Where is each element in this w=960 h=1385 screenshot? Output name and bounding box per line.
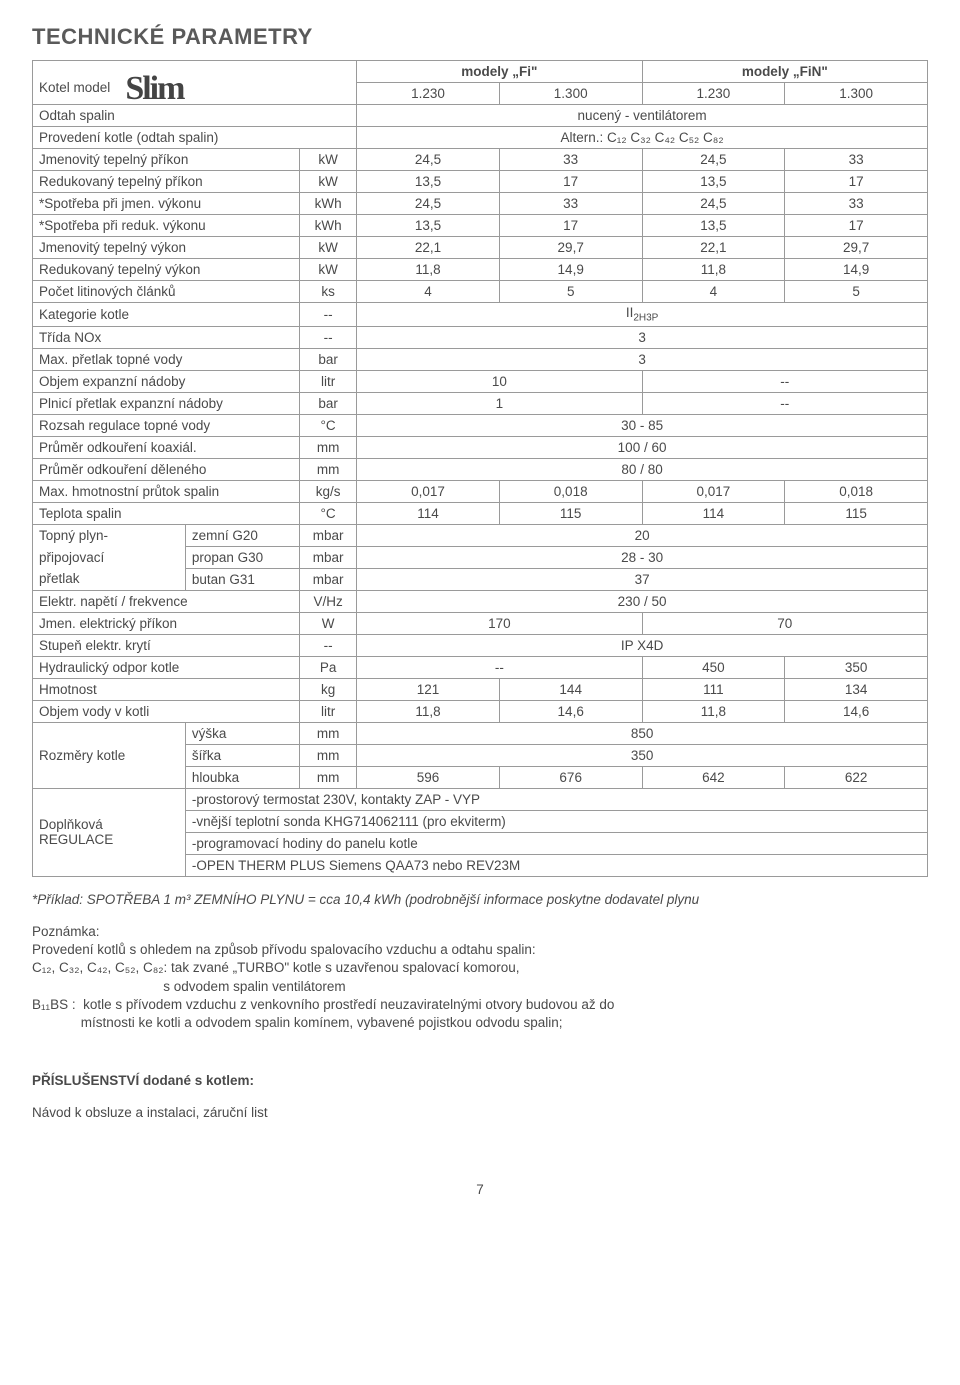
note-line: C₁₂, C₃₂, C₄₂, C₅₂, C₈₂: tak zvané „TURB… [32,959,928,977]
table-row: Teplota spalin°C114115114115 [33,502,928,524]
note-block: Poznámka: Provedení kotlů s ohledem na z… [32,923,928,1032]
table-row: připojovací propan G30 mbar 28 - 30 [33,546,928,568]
table-row: Jmenovitý tepelný výkonkW22,129,722,129,… [33,237,928,259]
header-model-3: 1.300 [785,83,928,105]
page-number: 7 [32,1182,928,1197]
table-row: Hmotnostkg121144111134 [33,678,928,700]
table-row: přetlak butan G31 mbar 37 [33,568,928,590]
table-row: Rozsah regulace topné vody°C30 - 85 [33,414,928,436]
table-row: Kategorie kotle -- II2H3P [33,303,928,327]
brand-logo: Slim [125,75,183,102]
table-row: *Spotřeba při jmen. výkonukWh24,53324,53… [33,193,928,215]
appendix-title: PŘÍSLUŠENSTVÍ dodané s kotlem: [32,1073,254,1088]
table-row: Redukovaný tepelný výkonkW11,814,911,814… [33,259,928,281]
note-line: s odvodem spalin ventilátorem [32,978,928,996]
table-row: Elektr. napětí / frekvence V/Hz 230 / 50 [33,590,928,612]
table-row: hloubka mm 596 676 642 622 [33,766,928,788]
header-model-1: 1.300 [499,83,642,105]
table-row: Jmenovitý tepelný příkonkW24,53324,533 [33,149,928,171]
appendix-line: Návod k obsluze a instalaci, záruční lis… [32,1104,928,1122]
note-title: Poznámka: [32,923,928,941]
table-row: Jmen. elektrický příkon W 170 70 [33,612,928,634]
table-row: Redukovaný tepelný příkonkW13,51713,517 [33,171,928,193]
table-row: *Spotřeba při reduk. výkonukWh13,51713,5… [33,215,928,237]
page-title: TECHNICKÉ PARAMETRY [32,24,928,50]
appendix-block: PŘÍSLUŠENSTVÍ dodané s kotlem: Návod k o… [32,1072,928,1122]
table-row: Průměr odkouření dělenéhomm80 / 80 [33,458,928,480]
table-row: Počet litinových článkůks4545 [33,281,928,303]
table-row: Třída NOx -- 3 [33,326,928,348]
table-row: Plnicí přetlak expanzní nádoby bar 1 -- [33,392,928,414]
table-row: Doplňková REGULACE -prostorový termostat… [33,788,928,810]
table-row: Průměr odkouření koaxiál.mm100 / 60 [33,436,928,458]
table-row: Max. hmotnostní průtok spalinkg/s0,0170,… [33,480,928,502]
header-model-0: 1.230 [357,83,500,105]
spec-table: Kotel model Slim modely „Fi" modely „FiN… [32,60,928,877]
footnote: *Příklad: SPOTŘEBA 1 m³ ZEMNÍHO PLYNU = … [32,891,928,909]
table-row: Stupeň elektr. krytí -- IP X4D [33,634,928,656]
brand-label: Kotel model [39,80,110,95]
table-row: Hydraulický odpor kotle Pa -- 450 350 [33,656,928,678]
table-row: výška mm 850 [33,722,928,744]
note-line: Provedení kotlů s ohledem na způsob přív… [32,941,928,959]
table-row: Objem expanzní nádoby litr 10 -- [33,370,928,392]
table-row: Objem vody v kotlilitr11,814,611,814,6 [33,700,928,722]
table-row: Topný plyn- zemní G20 mbar 20 [33,524,928,546]
table-row: Max. přetlak topné vody bar 3 [33,348,928,370]
table-row: Rozměry kotle šířka mm 350 [33,744,928,766]
note-line: B₁₁BS : kotle s přívodem vzduchu z venko… [32,996,928,1014]
table-row: Odtah spalin nucený - ventilátorem [33,105,928,127]
table-row: Provedení kotle (odtah spalin) Altern.: … [33,127,928,149]
header-group-fin: modely „FiN" [642,61,927,83]
header-group-fi: modely „Fi" [357,61,642,83]
note-line: místnosti ke kotli a odvodem spalin komí… [32,1014,928,1032]
header-model-2: 1.230 [642,83,785,105]
